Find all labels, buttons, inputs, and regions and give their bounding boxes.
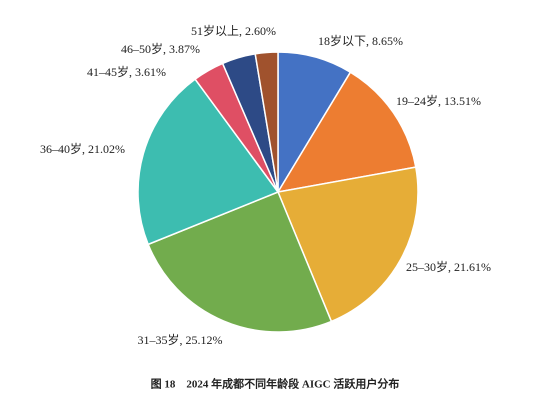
data-label: 46–50岁, 3.87%: [121, 41, 200, 56]
data-label: 25–30岁, 21.61%: [406, 259, 491, 274]
pie-slice: [137, 78, 280, 246]
pie-slice: [276, 166, 419, 323]
data-label: 41–45岁, 3.61%: [87, 64, 166, 79]
data-label: 36–40岁, 21.02%: [40, 141, 125, 156]
pie-slice: [147, 191, 333, 333]
data-label: 31–35岁, 25.12%: [138, 332, 223, 347]
pie-slice: [276, 71, 417, 194]
chart-caption: 图 18 2024 年成都不同年龄段 AIGC 活跃用户分布: [151, 377, 400, 391]
pie-slice: [254, 51, 279, 193]
data-label: 51岁以上, 2.60%: [191, 23, 276, 38]
data-label: 19–24岁, 13.51%: [396, 93, 481, 108]
data-label: 18岁以下, 8.65%: [318, 33, 403, 48]
